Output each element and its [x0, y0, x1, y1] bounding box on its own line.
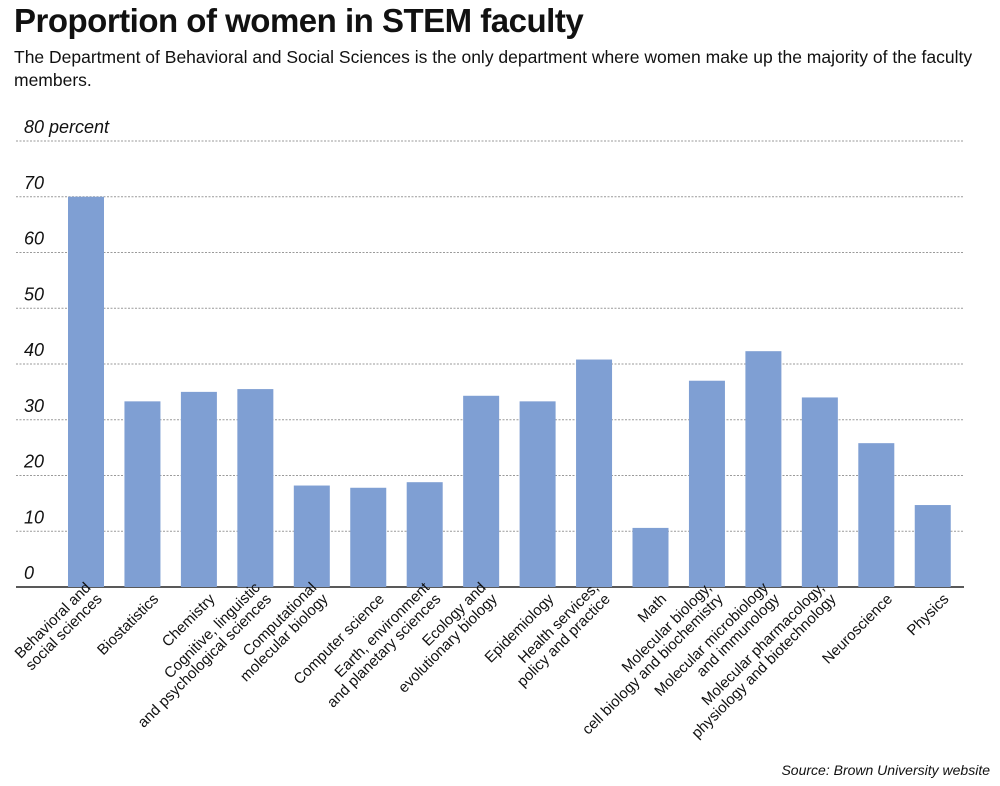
bar	[914, 505, 951, 587]
bar	[68, 196, 104, 587]
chart-subtitle: The Department of Behavioral and Social …	[14, 47, 973, 90]
y-tick-label: 20	[23, 452, 44, 472]
bar	[350, 487, 387, 587]
source-note: Source: Brown University website	[781, 762, 990, 778]
chart-title: Proportion of women in STEM faculty	[14, 2, 584, 39]
bar	[801, 397, 838, 587]
bar	[463, 395, 500, 587]
bars	[68, 196, 951, 587]
bar	[858, 443, 895, 587]
y-tick-label: 80 percent	[24, 117, 110, 137]
y-tick-label: 60	[24, 229, 44, 249]
bar	[688, 380, 725, 587]
x-category-label: Physics	[904, 591, 953, 640]
y-tick-label: 30	[24, 396, 44, 416]
x-category-label: Biostatistics	[94, 591, 162, 659]
x-category-label-line: Biostatistics	[94, 591, 162, 659]
y-tick-label: 70	[24, 173, 44, 193]
bar	[237, 389, 274, 587]
bar	[519, 401, 556, 587]
bar	[293, 485, 330, 587]
y-tick-label: 50	[24, 284, 44, 304]
bar	[124, 401, 161, 587]
x-category-label-line: Physics	[904, 591, 953, 640]
y-tick-label: 40	[24, 340, 44, 360]
y-tick-label: 10	[24, 507, 44, 527]
bar	[745, 351, 782, 587]
bar	[632, 527, 669, 587]
x-category-label-line: and planetary sciences	[324, 591, 445, 712]
bar	[406, 482, 443, 587]
y-tick-labels: 0 10 20 30 40 50 60 70 80 percent	[23, 117, 110, 583]
y-tick-label: 0	[24, 563, 34, 583]
bar	[576, 359, 613, 587]
bar	[180, 391, 217, 587]
